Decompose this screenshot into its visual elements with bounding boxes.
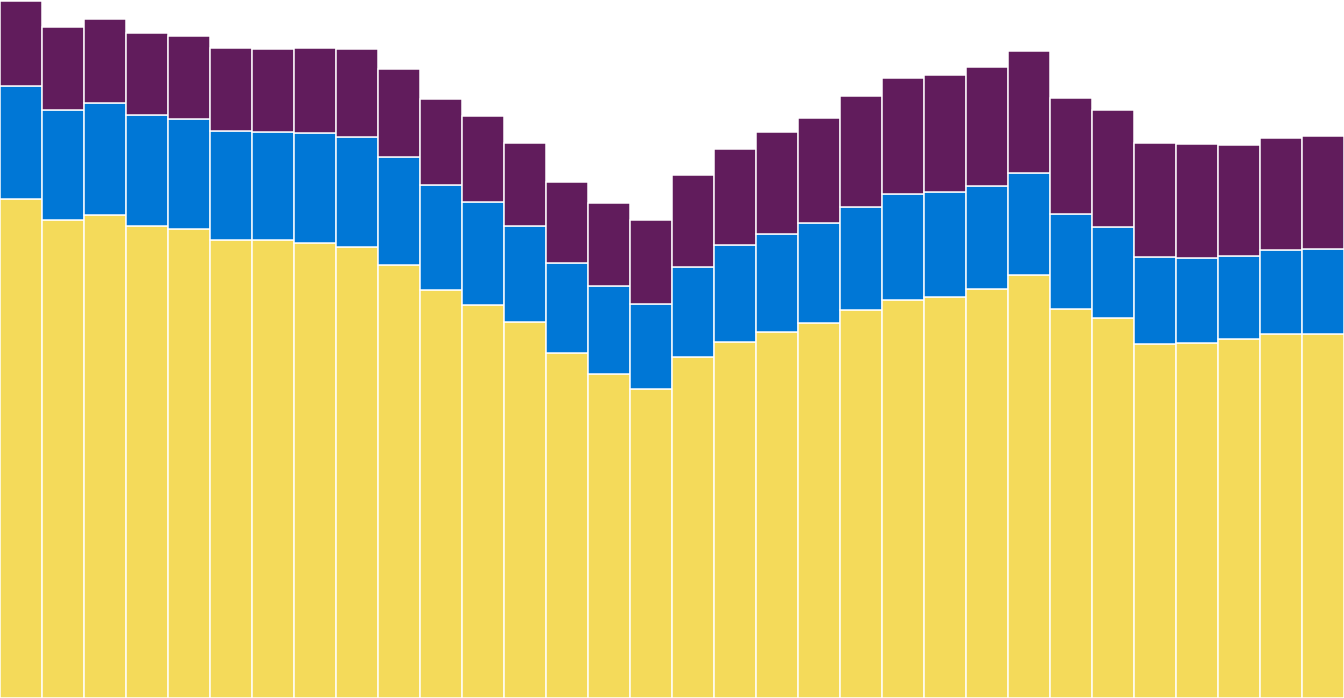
bar-segment-series1-24 [965, 288, 1009, 698]
bar-segment-series1-6 [209, 239, 253, 698]
bar-segment-series2-4 [125, 114, 169, 227]
bar-segment-series2-26 [1049, 213, 1093, 310]
bar-segment-series2-13 [503, 225, 547, 323]
bar-segment-series1-17 [671, 356, 715, 698]
bar-segment-series3-2 [41, 26, 85, 111]
bar-segment-series3-11 [419, 98, 463, 186]
bar-segment-series3-22 [881, 77, 925, 195]
bar-segment-series2-8 [293, 132, 337, 244]
bar-segment-series2-15 [587, 285, 631, 375]
bar-segment-series2-11 [419, 184, 463, 291]
bar-segment-series3-26 [1049, 97, 1093, 215]
bar-segment-series2-18 [713, 244, 757, 343]
bar-segment-series1-15 [587, 373, 631, 698]
bar-segment-series2-20 [797, 222, 841, 324]
bar-segment-series3-20 [797, 117, 841, 224]
bar-segment-series1-21 [839, 309, 883, 698]
bar-segment-series1-25 [1007, 274, 1051, 698]
bar-segment-series3-29 [1175, 143, 1219, 259]
bar-segment-series2-31 [1259, 249, 1303, 335]
bar-segment-series3-13 [503, 142, 547, 227]
bar-segment-series1-22 [881, 299, 925, 698]
bar-segment-series1-9 [335, 246, 379, 698]
bar-segment-series3-6 [209, 47, 253, 132]
bar-segment-series2-25 [1007, 172, 1051, 276]
bar-segment-series1-12 [461, 304, 505, 698]
bar-segment-series1-14 [545, 352, 589, 698]
bar-segment-series2-6 [209, 130, 253, 241]
bar-segment-series1-7 [251, 239, 295, 698]
bar-segment-series1-23 [923, 296, 967, 698]
bar-segment-series1-4 [125, 225, 169, 698]
bar-segment-series2-21 [839, 206, 883, 311]
bar-segment-series1-16 [629, 388, 673, 698]
bar-segment-series3-12 [461, 115, 505, 203]
bar-segment-series1-18 [713, 341, 757, 698]
bar-segment-series2-29 [1175, 257, 1219, 344]
bar-segment-series2-2 [41, 109, 85, 221]
bar-segment-series3-16 [629, 219, 673, 305]
bar-segment-series3-31 [1259, 137, 1303, 251]
bar-segment-series1-2 [41, 219, 85, 698]
bar-segment-series3-15 [587, 202, 631, 287]
bar-segment-series2-22 [881, 193, 925, 301]
bar-segment-series3-21 [839, 95, 883, 208]
bar-segment-series2-32 [1301, 248, 1344, 335]
bar-segment-series3-17 [671, 174, 715, 268]
bar-segment-series3-1 [0, 0, 43, 87]
bar-segment-series1-8 [293, 242, 337, 698]
bar-segment-series2-28 [1133, 256, 1177, 345]
bar-segment-series3-23 [923, 74, 967, 193]
bar-segment-series2-17 [671, 266, 715, 358]
bar-segment-series2-27 [1091, 226, 1135, 319]
bar-segment-series3-25 [1007, 50, 1051, 174]
bar-segment-series2-16 [629, 303, 673, 390]
bar-segment-series3-24 [965, 66, 1009, 187]
bar-segment-series3-27 [1091, 109, 1135, 228]
bar-segment-series2-30 [1217, 255, 1261, 340]
bar-segment-series2-5 [167, 118, 211, 230]
bar-segment-series1-19 [755, 331, 799, 698]
bar-segment-series3-14 [545, 181, 589, 264]
bar-segment-series1-26 [1049, 308, 1093, 698]
bar-segment-series1-13 [503, 321, 547, 698]
bar-segment-series3-4 [125, 32, 169, 116]
bar-segment-series1-32 [1301, 333, 1344, 698]
bar-segment-series2-3 [83, 102, 127, 216]
bar-segment-series2-19 [755, 233, 799, 333]
bar-segment-series1-10 [377, 264, 421, 698]
bar-segment-series2-12 [461, 201, 505, 306]
bar-segment-series1-5 [167, 228, 211, 698]
bar-segment-series1-27 [1091, 317, 1135, 698]
bar-segment-series3-30 [1217, 144, 1261, 257]
bar-segment-series3-19 [755, 131, 799, 235]
bar-segment-series2-24 [965, 185, 1009, 290]
bar-segment-series2-14 [545, 262, 589, 354]
bar-segment-series2-10 [377, 156, 421, 266]
bar-segment-series1-28 [1133, 343, 1177, 698]
bar-segment-series3-8 [293, 47, 337, 134]
bar-segment-series1-11 [419, 289, 463, 698]
bar-segment-series2-23 [923, 191, 967, 298]
bar-segment-series3-3 [83, 18, 127, 104]
bar-segment-series2-1 [0, 85, 43, 200]
bar-segment-series3-32 [1301, 135, 1344, 250]
bar-segment-series1-1 [0, 198, 43, 698]
bar-segment-series3-9 [335, 48, 379, 138]
bar-segment-series1-30 [1217, 338, 1261, 698]
bar-segment-series1-29 [1175, 342, 1219, 698]
bar-segment-series1-3 [83, 214, 127, 698]
bar-segment-series2-7 [251, 131, 295, 241]
bar-segment-series3-5 [167, 35, 211, 120]
bar-segment-series3-28 [1133, 142, 1177, 258]
bar-segment-series2-9 [335, 136, 379, 248]
bar-segment-series3-18 [713, 148, 757, 246]
bar-segment-series1-31 [1259, 333, 1303, 698]
bar-segment-series3-10 [377, 68, 421, 158]
bar-segment-series3-7 [251, 48, 295, 133]
bar-segment-series1-20 [797, 322, 841, 698]
